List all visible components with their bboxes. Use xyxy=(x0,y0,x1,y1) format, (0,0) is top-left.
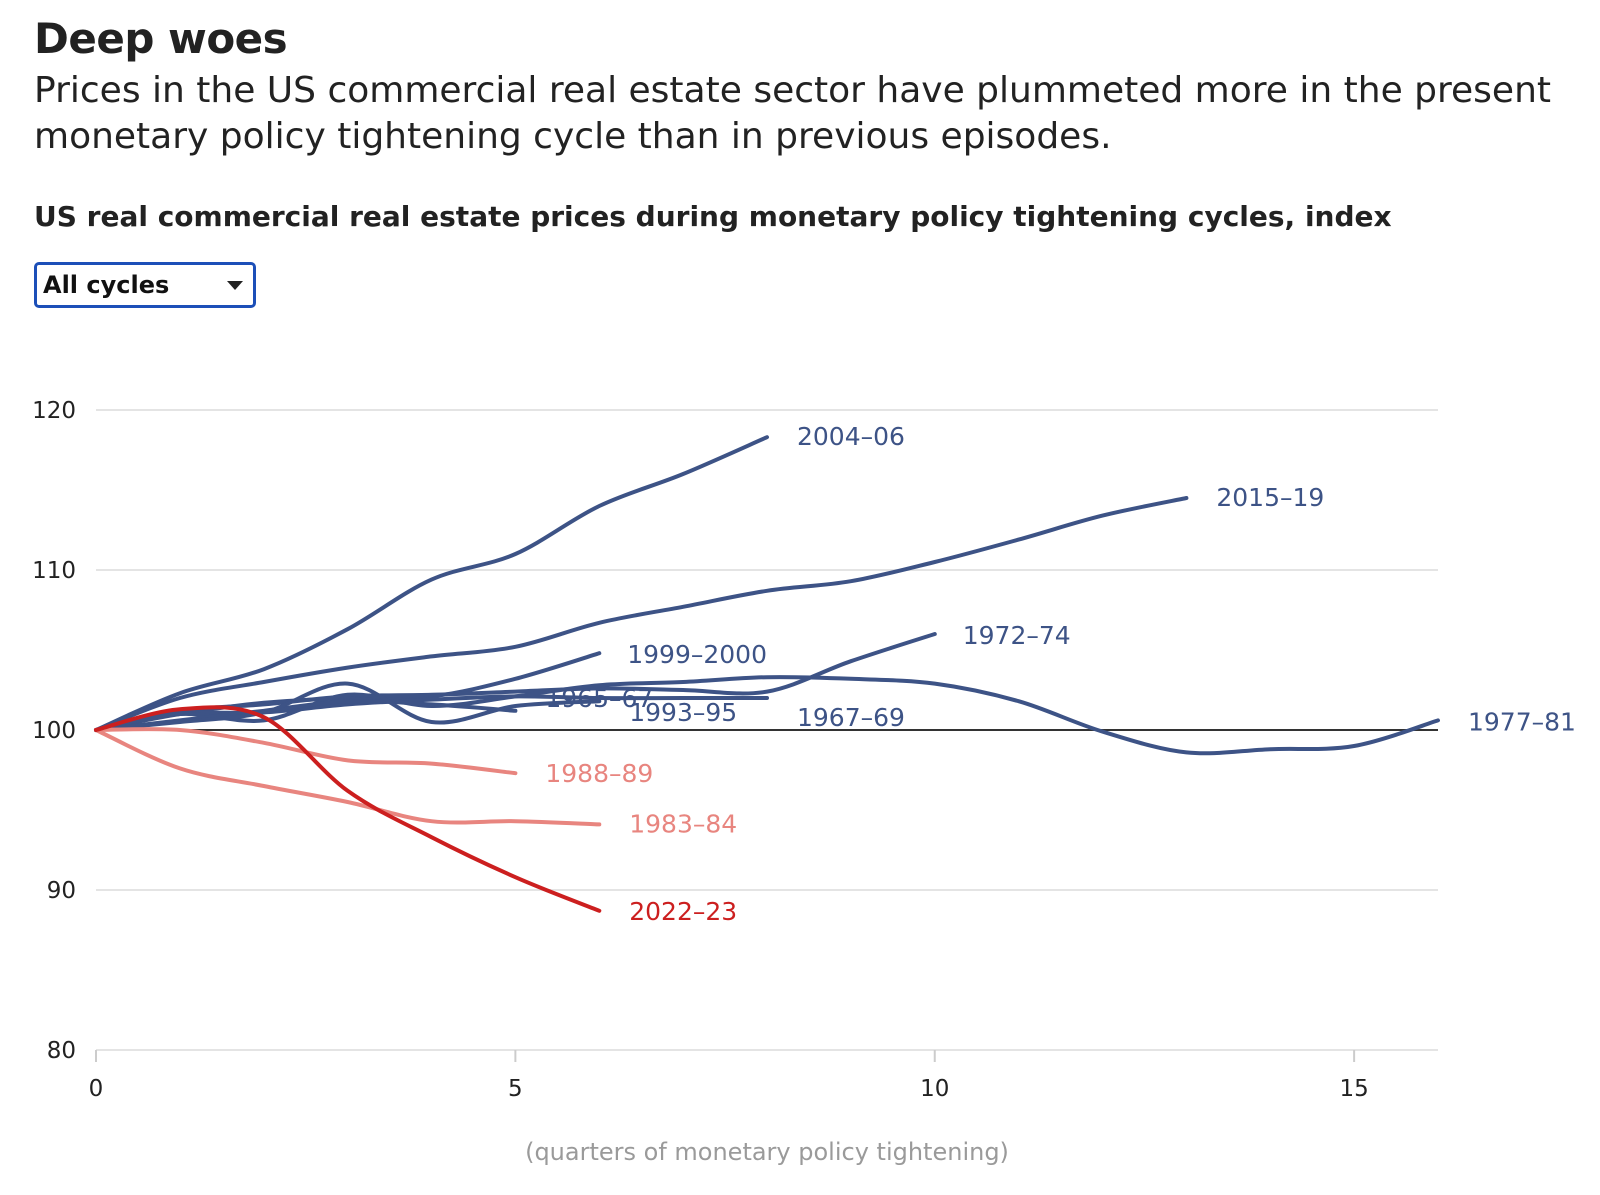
series-label-2022–23: 2022–23 xyxy=(629,897,737,926)
series-line-1993–95 xyxy=(94,681,602,732)
series-labels: 2004–06 2015–19 1999–2000 1972–74 1967–69 197… xyxy=(545,422,1576,926)
y-tick-label: 80 xyxy=(47,1038,76,1064)
series-label-1999–2000: 1999–2000 xyxy=(627,640,767,669)
series-line-1972–74 xyxy=(94,632,937,732)
y-tick-label: 110 xyxy=(32,558,76,584)
series-line-2015–19 xyxy=(94,496,1189,732)
x-tick-label: 5 xyxy=(508,1076,523,1102)
series-line-1977–81 xyxy=(94,675,1440,756)
cycle-filter-selected: All cycles xyxy=(43,271,170,299)
x-axis-title: (quarters of monetary policy tightening) xyxy=(525,1138,1009,1166)
axes: 80 90 100 110 120 0 5 10 15 xyxy=(32,398,1438,1102)
series-label-1965–67: 1965–67 xyxy=(545,684,653,713)
y-tick-label: 100 xyxy=(32,718,76,744)
cycle-filter-dropdown[interactable]: All cycles xyxy=(34,262,256,308)
y-tick-label: 120 xyxy=(32,398,76,424)
series-line-2022–23 xyxy=(94,705,602,913)
y-tick-label: 90 xyxy=(47,878,76,904)
x-tick-label: 0 xyxy=(89,1076,104,1102)
series-label-1988–89: 1988–89 xyxy=(545,759,653,788)
series-line-1967–69 xyxy=(94,694,769,732)
series-label-2015–19: 2015–19 xyxy=(1216,483,1324,512)
page-subtitle: Prices in the US commercial real estate … xyxy=(34,70,1552,157)
series-line-1983–84 xyxy=(94,728,602,827)
series-line-2004–06 xyxy=(94,435,769,732)
page-title: Deep woes xyxy=(34,14,288,63)
series-label-1977–81: 1977–81 xyxy=(1468,707,1576,736)
series-label-1983–84: 1983–84 xyxy=(629,809,737,838)
series-label-2004–06: 2004–06 xyxy=(797,422,905,451)
series-label-1967–69: 1967–69 xyxy=(797,703,905,732)
chart-title: US real commercial real estate prices du… xyxy=(34,200,1392,233)
series-lines xyxy=(94,435,1440,913)
x-tick-label: 10 xyxy=(920,1076,949,1102)
x-tick-label: 15 xyxy=(1339,1076,1368,1102)
series-label-1972–74: 1972–74 xyxy=(963,621,1071,650)
chevron-down-icon xyxy=(227,281,243,290)
series-label-1993–95: 1993–95 xyxy=(629,698,737,727)
